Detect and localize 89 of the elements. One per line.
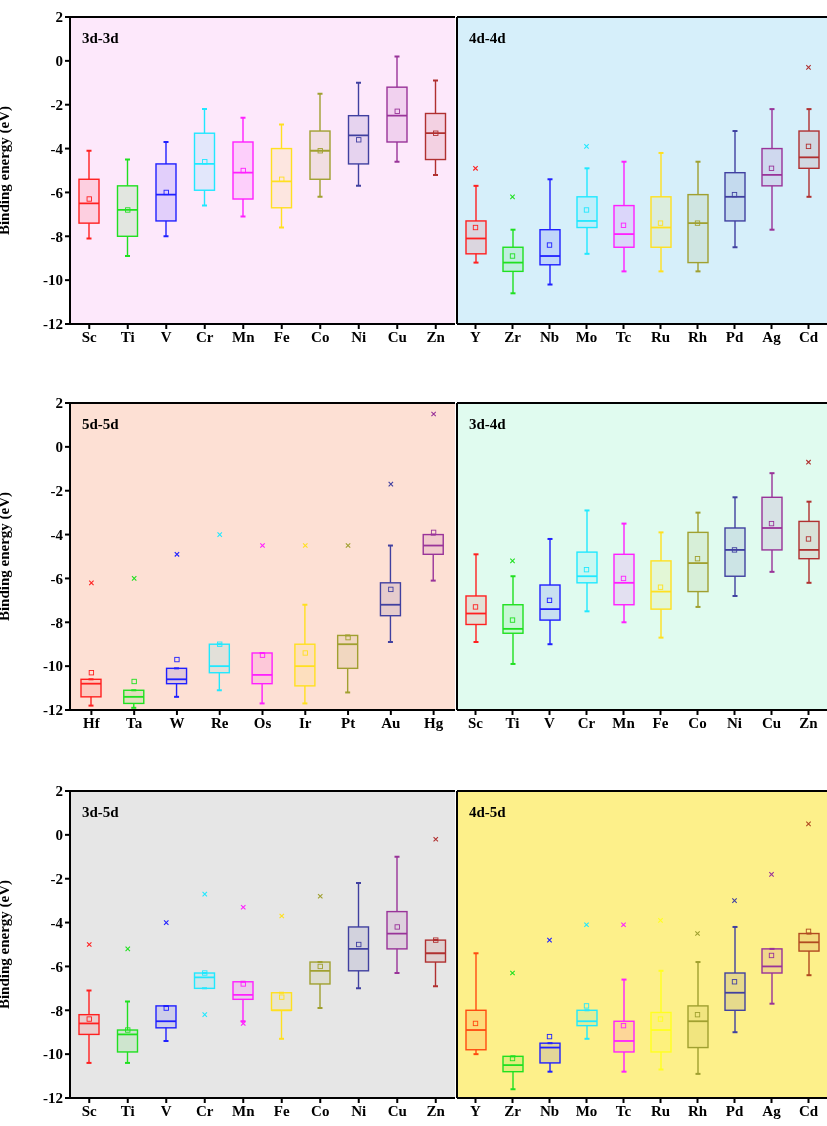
x-tick-label: Os [253, 714, 272, 731]
x-tick-label: Cr [577, 714, 596, 731]
x-tick-label: Ta [126, 714, 143, 731]
x-tick-label: Re [210, 714, 229, 731]
y-tick-label: -2 [50, 483, 63, 500]
x-tick-label: Ti [505, 714, 520, 731]
x-tick-label: Tc [615, 328, 632, 345]
y-tick-label: -10 [43, 1046, 63, 1063]
y-tick-label: -12 [43, 1090, 63, 1107]
x-tick-label: Nb [539, 328, 560, 345]
y-tick-label: -12 [43, 702, 63, 719]
x-tick-label: Ru [650, 1102, 671, 1119]
y-tick-label: -6 [50, 184, 64, 201]
x-tick-label: Co [311, 328, 330, 345]
x-tick-label: Co [688, 714, 707, 731]
y-tick-label: 2 [55, 395, 63, 412]
x-tick-label: Zn [426, 328, 446, 345]
x-tick-label: Ag [762, 328, 782, 345]
x-tick-label: Cu [761, 714, 782, 731]
x-tick-label: Co [311, 1102, 330, 1119]
x-tick-label: Hg [424, 714, 444, 731]
text: 3d-4d [469, 416, 506, 433]
x-tick-label: Pd [725, 328, 744, 345]
y-tick-label: -12 [43, 316, 63, 333]
y-tick-label: -4 [50, 140, 64, 157]
y-tick-label: -2 [50, 871, 63, 888]
x-tick-label: Sc [81, 328, 98, 345]
x-tick-label: Y [470, 1102, 482, 1119]
x-tick-label: Fe [273, 1102, 290, 1119]
y-tick-label: -8 [50, 228, 63, 245]
x-tick-label: Mn [232, 1102, 256, 1119]
y-tick-label: -8 [50, 1002, 63, 1019]
x-tick-label: Ni [351, 328, 367, 345]
y-tick-label: -6 [50, 570, 64, 587]
x-tick-label: Ni [727, 714, 742, 731]
x-tick-label: Au [381, 714, 401, 731]
x-tick-label: Cr [196, 1102, 214, 1119]
y-tick-label: -2 [50, 97, 63, 114]
x-tick-label: Fe [652, 714, 669, 731]
y-tick-label: 2 [55, 9, 63, 26]
y-tick-label: 0 [55, 53, 63, 70]
y-tick-label: -4 [50, 526, 64, 543]
x-tick-label: Cu [387, 1102, 407, 1119]
y-tick-label: 0 [55, 827, 63, 844]
x-tick-label: Sc [81, 1102, 98, 1119]
x-tick-label: Cd [798, 328, 819, 345]
y-tick-label: -8 [50, 614, 63, 631]
text: 5d-5d [82, 416, 119, 433]
x-tick-label: Mo [575, 1102, 598, 1119]
x-tick-label: Zr [504, 1102, 522, 1119]
x-tick-label: W [169, 714, 185, 731]
x-tick-label: Ti [120, 1102, 135, 1119]
y-tick-label: -10 [43, 272, 63, 289]
x-tick-label: Nb [539, 1102, 560, 1119]
text: 4d-4d [469, 30, 506, 47]
x-tick-label: Ir [299, 714, 312, 731]
x-tick-label: Hf [83, 714, 101, 731]
x-tick-label: Rh [687, 328, 708, 345]
y-tick-label: 2 [55, 783, 63, 800]
text: 3d-5d [82, 804, 119, 821]
x-tick-label: Cu [387, 328, 407, 345]
x-tick-label: Mo [575, 328, 598, 345]
x-tick-label: V [160, 328, 172, 345]
x-tick-label: Ru [650, 328, 671, 345]
y-tick-label: 0 [55, 439, 63, 456]
text: 4d-5d [469, 804, 506, 821]
x-tick-label: Mn [232, 328, 256, 345]
x-tick-label: Zr [504, 328, 522, 345]
x-tick-label: Ti [120, 328, 135, 345]
y-tick-label: -4 [50, 914, 64, 931]
x-tick-label: Cr [196, 328, 214, 345]
y-tick-label: -6 [50, 958, 64, 975]
x-tick-label: Rh [687, 1102, 708, 1119]
x-tick-label: Mn [612, 714, 636, 731]
x-tick-label: Sc [468, 714, 484, 731]
x-tick-label: Pd [725, 1102, 744, 1119]
x-tick-label: Y [470, 328, 482, 345]
x-tick-label: Ni [351, 1102, 367, 1119]
x-tick-label: Zn [426, 1102, 446, 1119]
x-tick-label: V [544, 714, 556, 731]
x-tick-label: V [160, 1102, 172, 1119]
text: 3d-3d [82, 30, 119, 47]
y-tick-label: -10 [43, 658, 63, 675]
x-tick-label: Tc [615, 1102, 632, 1119]
x-tick-label: Fe [273, 328, 290, 345]
x-tick-label: Ag [762, 1102, 782, 1119]
x-tick-label: Pt [340, 714, 356, 731]
x-tick-label: Zn [799, 714, 819, 731]
x-tick-label: Cd [798, 1102, 819, 1119]
